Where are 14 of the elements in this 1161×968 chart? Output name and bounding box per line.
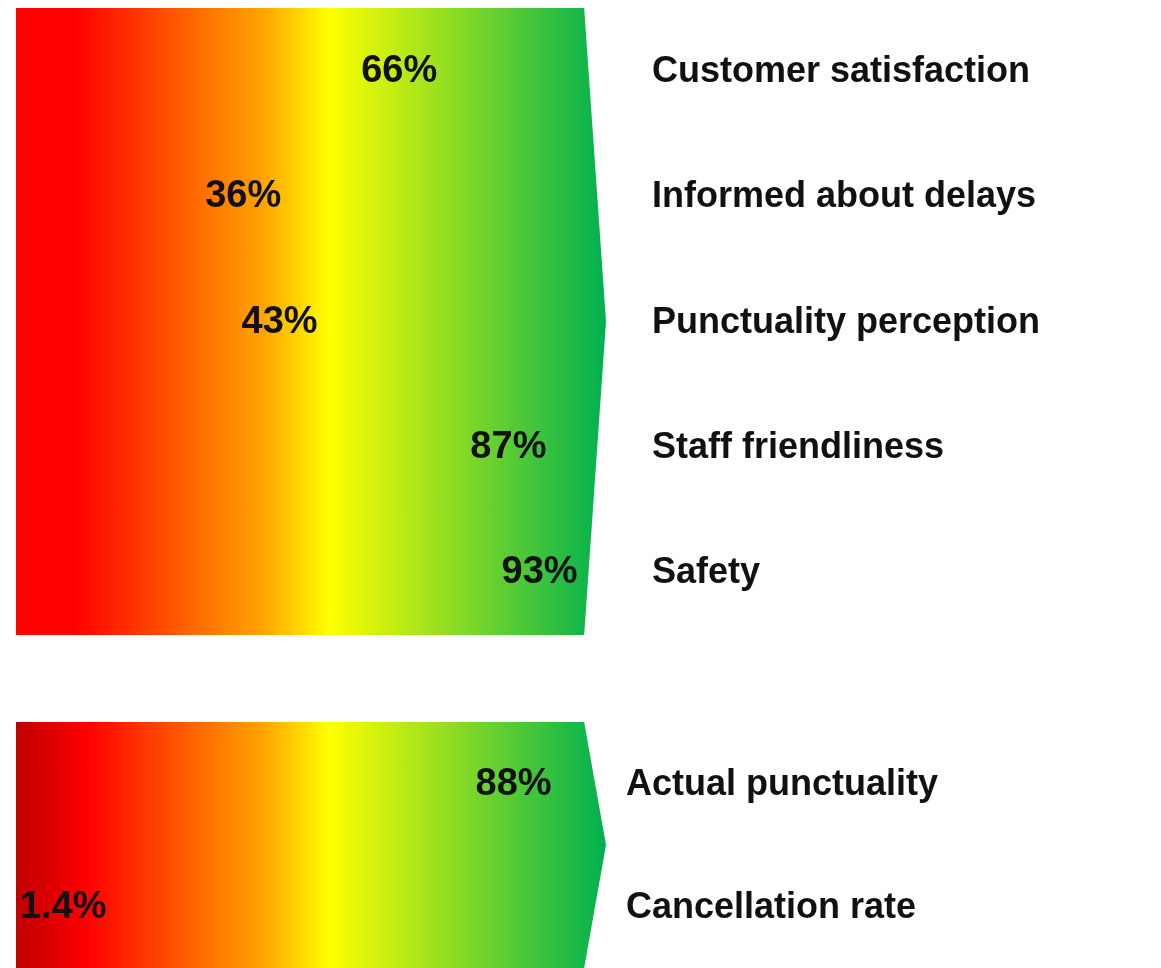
category-label: Staff friendliness	[652, 424, 945, 466]
data-label: 88%	[475, 760, 552, 803]
data-label: 43%	[241, 298, 318, 341]
data-label: 93%	[501, 549, 578, 592]
category-label: Safety	[652, 550, 761, 592]
data-label: 36%	[205, 173, 282, 216]
category-label: Actual punctuality	[626, 761, 939, 803]
data-label: 87%	[470, 423, 547, 466]
category-label: Cancellation rate	[626, 884, 917, 926]
category-label: Punctuality perception	[652, 299, 1041, 341]
category-label: Customer satisfaction	[652, 48, 1031, 90]
data-label: 1.4%	[19, 883, 107, 926]
category-label: Informed about delays	[652, 174, 1037, 216]
data-label: 66%	[361, 47, 438, 90]
